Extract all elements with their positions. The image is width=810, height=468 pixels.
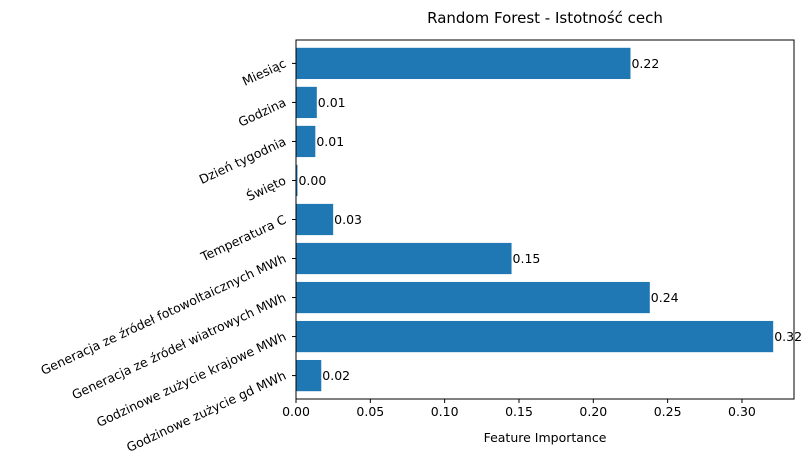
y-tick-label: Godzina xyxy=(236,95,288,130)
bar xyxy=(296,281,650,314)
data-label: 0.03 xyxy=(334,212,362,227)
bar xyxy=(296,320,774,353)
data-label: 0.01 xyxy=(318,95,346,110)
bar xyxy=(296,164,298,197)
x-tick-label: 0.10 xyxy=(431,404,459,419)
bar xyxy=(296,47,631,80)
data-label: 0.00 xyxy=(298,173,326,188)
bar xyxy=(296,359,322,392)
y-tick-label: Święto xyxy=(244,173,288,204)
data-label: 0.24 xyxy=(651,290,679,305)
x-tick-label: 0.25 xyxy=(654,404,682,419)
x-tick-label: 0.00 xyxy=(282,404,310,419)
plot-frame xyxy=(295,39,795,400)
bar xyxy=(296,203,334,236)
bar xyxy=(296,86,317,119)
data-label: 0.22 xyxy=(631,56,659,71)
bar xyxy=(296,242,512,275)
y-tick-label: Godzinowe zużycie gd MWh xyxy=(124,368,288,455)
bar xyxy=(296,125,316,158)
x-tick-label: 0.15 xyxy=(505,404,533,419)
data-label: 0.01 xyxy=(316,134,344,149)
x-tick-label: 0.20 xyxy=(579,404,607,419)
data-label: 0.02 xyxy=(322,368,350,383)
x-axis-label: Feature Importance xyxy=(484,430,607,445)
data-label: 0.32 xyxy=(774,329,802,344)
x-tick-label: 0.05 xyxy=(356,404,384,419)
y-tick-label: Miesiąc xyxy=(240,55,289,88)
chart-title: Random Forest - Istotność cech xyxy=(427,9,663,27)
data-label: 0.15 xyxy=(513,251,541,266)
x-tick-label: 0.30 xyxy=(728,404,756,419)
